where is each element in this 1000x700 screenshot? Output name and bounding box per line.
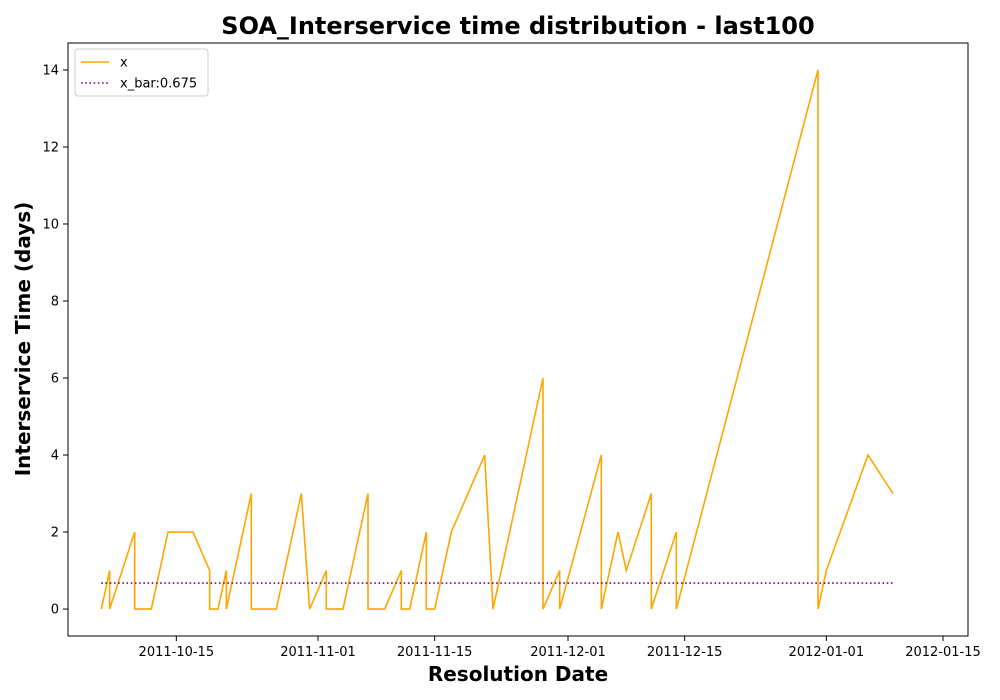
y-tick-label: 10 — [42, 217, 59, 232]
y-tick-label: 8 — [51, 294, 59, 309]
y-tick-label: 12 — [42, 140, 59, 155]
y-tick-label: 2 — [51, 526, 59, 541]
y-tick-label: 0 — [51, 603, 59, 618]
y-tick-label: 14 — [42, 63, 59, 78]
series-line-0 — [100, 69, 894, 610]
x-tick-label: 2011-11-15 — [397, 645, 473, 660]
x-tick-label: 2011-12-01 — [530, 645, 606, 660]
y-axis-label: Interservice Time (days) — [11, 202, 35, 477]
y-tick-label: 6 — [51, 372, 59, 387]
x-tick-label: 2012-01-01 — [789, 645, 865, 660]
x-tick-label: 2011-11-01 — [280, 645, 356, 660]
legend-box — [74, 48, 209, 97]
x-tick-label: 2011-10-15 — [139, 645, 215, 660]
x-tick-label: 2012-01-15 — [905, 645, 981, 660]
y-tick-label: 4 — [51, 449, 59, 464]
chart-title: SOA_Interservice time distribution - las… — [221, 12, 814, 40]
x-axis-label: Resolution Date — [428, 662, 608, 686]
plot-frame — [67, 42, 969, 637]
x-tick-label: 2011-12-15 — [647, 645, 723, 660]
legend-label-1: x_bar:0.675 — [120, 77, 197, 92]
legend-label-0: x — [120, 56, 128, 71]
